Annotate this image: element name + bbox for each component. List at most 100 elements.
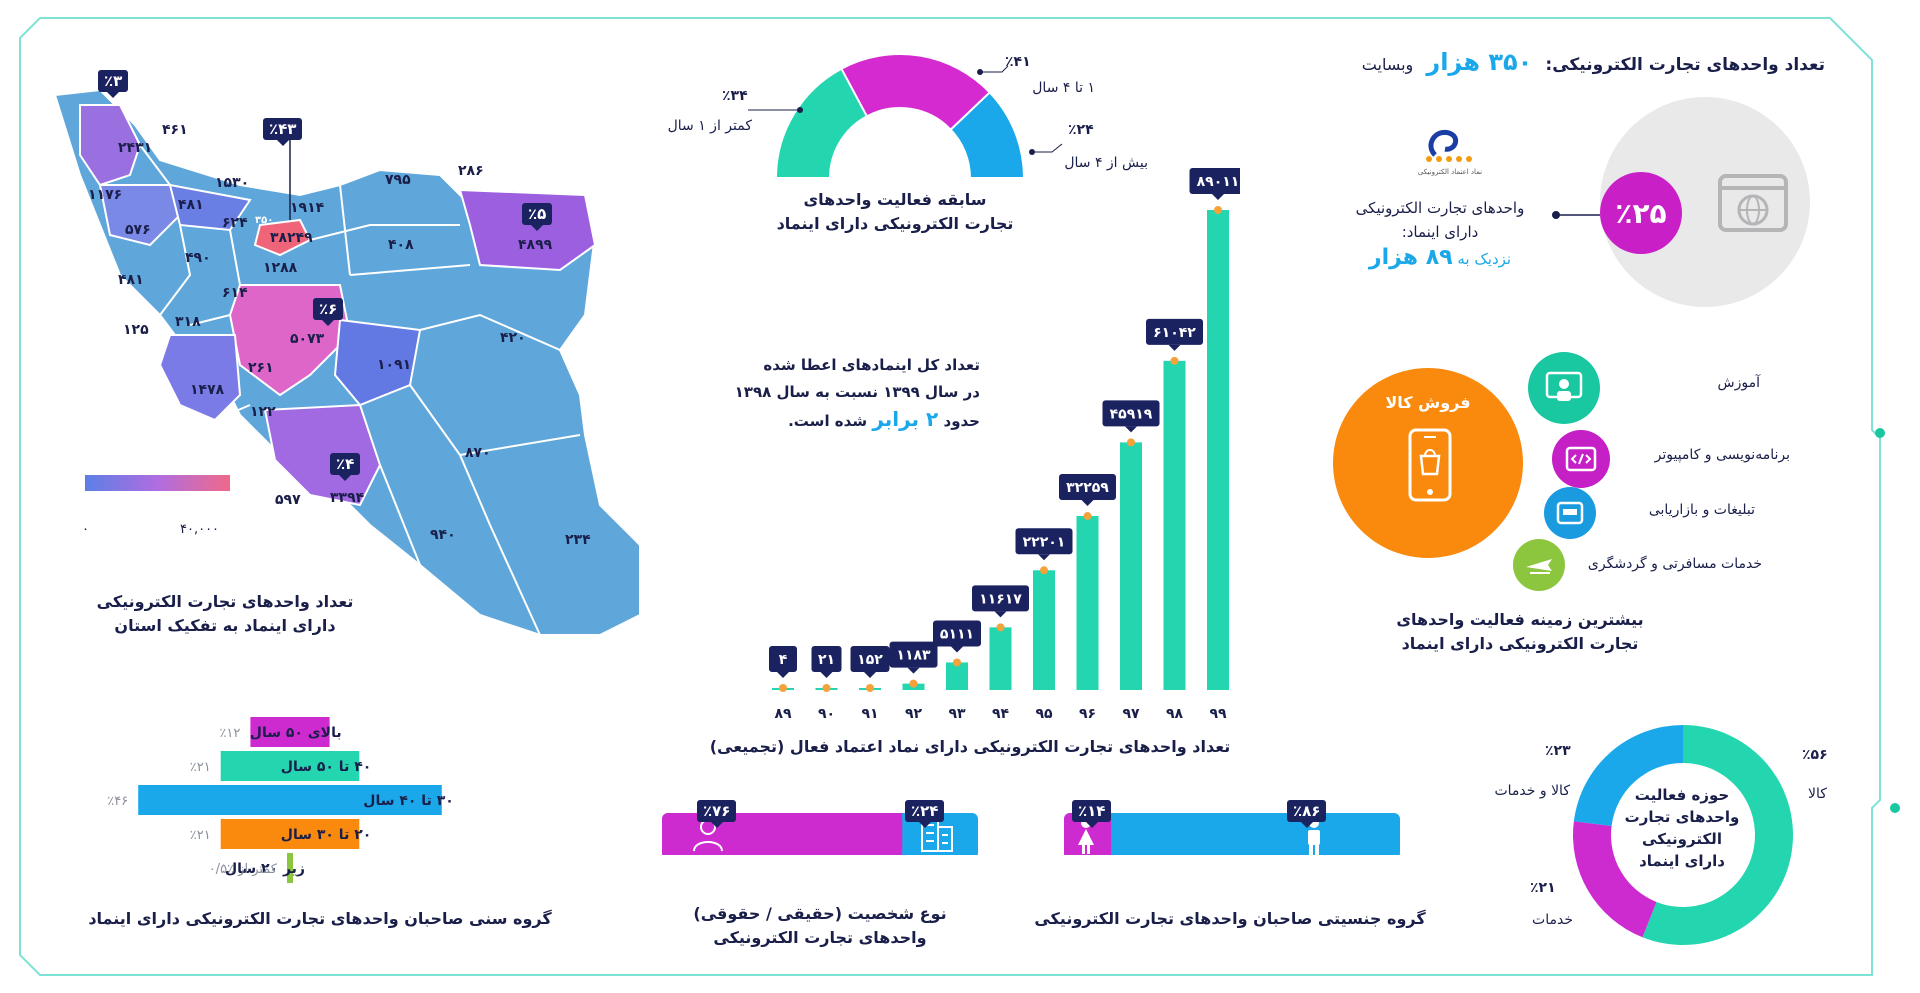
bar-dot-2 [866,684,874,692]
growth-line3-prefix: حدود [943,412,981,430]
mobile-shop-icon [1408,428,1452,502]
age-label-1: ۴۰ تا ۵۰ سال [281,759,372,775]
age-bar-2 [138,785,442,815]
enamad-connector [1552,211,1600,219]
age-pct-2: ٪۴۶ [107,794,128,809]
age-pct-1: ٪۲۱ [190,760,211,775]
bar-label-7: ۳۲۲۵۹ [1059,474,1116,507]
svg-text:۲۲۲۰۱: ۲۲۲۰۱ [1023,534,1066,550]
entity-real-tag: ٪۷۶ [697,800,737,828]
map-caption-line1: تعداد واحدهای تجارت الکترونیکی [96,592,354,611]
prov-val: ۳۵۰ [255,215,274,226]
history-label-2: بیش از ۴ سال [1064,155,1148,171]
x-tick-1: ۹۰ [818,706,835,722]
domain-label-0: کالا [1808,786,1827,802]
enamad-desc-line2: دارای اینماد: [1401,223,1479,241]
svg-text:۱۵۲: ۱۵۲ [857,652,883,668]
map-tag-1-leader [289,140,291,220]
bar-dot-9 [1170,356,1179,365]
bar-label-10: ۸۹۰۱۱ [1189,168,1240,200]
prov-val: ۱۹۱۴ [290,200,325,216]
gender-male-segment [1064,813,1400,855]
entity-caption: نوع شخصیت (حقیقی / حقوقی) واحدهای تجارت … [650,902,990,950]
prov-val: ۹۴۰ [430,527,456,543]
svg-text:۲۱: ۲۱ [818,652,835,668]
age-label-2: ۳۰ تا ۴۰ سال [363,793,454,809]
svg-text:۴۵۹۱۹: ۴۵۹۱۹ [1110,406,1153,422]
age-label-3: ۲۰ تا ۳۰ سال [281,827,372,843]
airplane-icon [1526,559,1552,574]
entity-caption-line2: واحدهای تجارت الکترونیکی [713,928,927,947]
domain-label-1: خدمات [1532,912,1573,928]
enamad-bar-chart: ۴ ۸۹ ۲۱ ۹۰ ۱۵۲ ۹۱ ۱۱۸۳ ۹۲ ۵۱۱۱ ۹۳ ۱۱۶۱۷ ۹۴ ۲۲۲۰۱ ۹۵ ۳۲… [769,168,1240,722]
enamad-percent: ٪۲۵ [1615,196,1667,230]
age-pct-4: کمتر از ٪۰/۵ [209,862,278,877]
bar-dot-3 [909,679,918,688]
x-tick-0: ۸۹ [774,706,792,722]
bar-label-0: ۴ [769,646,797,678]
domain-center-line3: الکترونیکی [1642,830,1722,848]
sales-label: فروش کالا [1385,393,1471,412]
bar-dot-0 [779,684,787,692]
gender-caption: گروه جنسیتی صاحبان واحدهای تجارت الکترون… [1034,909,1426,928]
domain-label-2: کالا و خدمات [1494,783,1570,799]
prov-val: ۴۲۰ [500,330,526,346]
bar-5 [989,627,1012,690]
svg-text:۶۱۰۴۲: ۶۱۰۴۲ [1153,325,1196,341]
bar-label-3: ۱۱۸۳ [889,641,938,674]
prov-val: ۱۲۸۸ [263,260,298,276]
map-val-3: ۵۰۷۳ [290,331,325,347]
domain-segment-0 [1642,725,1793,945]
bar-dot-5 [996,623,1005,632]
history-label-1: ۱ تا ۴ سال [1032,80,1095,96]
bar-7 [1076,516,1099,690]
education-icon-circle [1528,352,1600,424]
svg-text:۱۱۸۳: ۱۱۸۳ [896,648,931,664]
prov-val: ۱۲۵ [123,322,149,338]
programming-icon-circle [1552,430,1610,488]
gender-bar [1064,813,1400,855]
bar-dot-8 [1127,438,1135,447]
gender-female-tag: ٪۱۴ [1072,800,1112,828]
prov-val: ۴۸۱ [178,197,204,213]
history-leaders [748,65,1063,155]
x-tick-9: ۹۸ [1166,706,1184,722]
growth-line1: تعداد کل اینمادهای اعطا شده [763,356,980,374]
enamad-near-prefix: نزدیک به [1457,250,1512,268]
history-pct-2: ٪۲۴ [1068,122,1094,138]
growth-line3-suffix: شده است. [788,412,868,430]
history-caption-line2: تجارت الکترونیکی دارای اینماد [776,214,1014,233]
prov-val: ۳۱۸ [175,314,201,330]
domain-donut [1573,725,1793,945]
bar-4 [946,662,968,690]
bar-dot-7 [1083,512,1092,521]
x-tick-7: ۹۶ [1079,706,1096,722]
prov-val: ۶۲۴ [222,215,248,231]
history-pct-1: ٪۴۱ [1005,54,1031,70]
history-caption-line1: سابقه فعالیت واحدهای [803,190,987,209]
enamad-percent-circle: ٪۲۵ [1600,172,1682,254]
domain-pct-2: ٪۲۳ [1545,743,1571,759]
svg-text:۵۱۱۱: ۵۱۱۱ [940,626,974,642]
ads-icon [1556,501,1584,525]
gender-male-tag: ٪۸۶ [1287,800,1327,828]
domain-segment-2 [1573,725,1683,826]
prov-val: ۵۹۷ [275,492,301,508]
bar-8 [1120,442,1142,690]
age-pct-3: ٪۲۱ [190,828,211,843]
domain-center-line2: واحدهای تجارت [1624,808,1740,826]
x-tick-10: ۹۹ [1209,706,1227,722]
history-segment-2 [949,91,1026,179]
map-val-2: ۴۸۹۹ [518,237,553,253]
header-unit: وبسایت [1361,55,1414,74]
enamad-desc-line1: واحدهای تجارت الکترونیکی [1355,199,1525,217]
x-tick-4: ۹۳ [948,706,966,722]
bar-label-9: ۶۱۰۴۲ [1146,318,1203,351]
bar-dot-6 [1040,566,1048,575]
age-pct-0: ٪۱۲ [219,726,240,741]
bar-chart-title: تعداد واحدهای تجارت الکترونیکی دارای نما… [709,737,1231,756]
x-tick-8: ۹۷ [1122,706,1140,722]
bar-label-4: ۵۱۱۱ [933,620,981,653]
enamad-near-value: ۸۹ هزار [1368,245,1453,270]
